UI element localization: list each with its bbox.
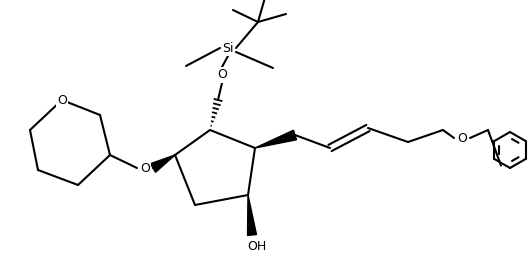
Text: Si: Si bbox=[222, 41, 234, 55]
Polygon shape bbox=[151, 155, 175, 172]
Text: O: O bbox=[140, 161, 150, 174]
Text: O: O bbox=[57, 94, 67, 106]
Polygon shape bbox=[248, 195, 257, 235]
Text: O: O bbox=[457, 131, 467, 144]
Text: OH: OH bbox=[248, 240, 267, 253]
Polygon shape bbox=[255, 130, 297, 148]
Text: O: O bbox=[217, 69, 227, 81]
